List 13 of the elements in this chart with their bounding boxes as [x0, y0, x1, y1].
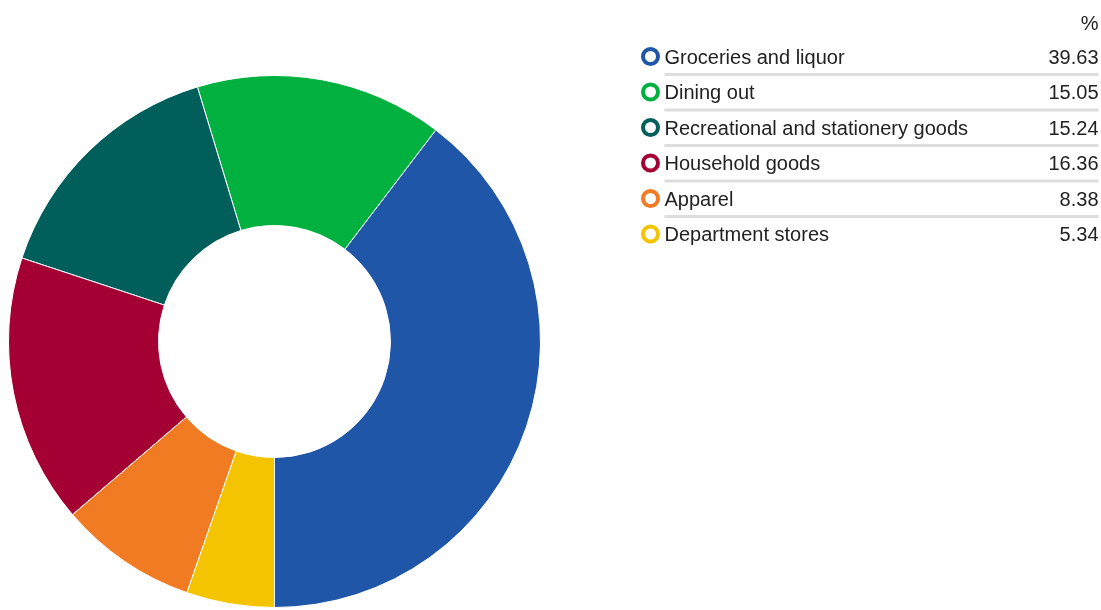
legend-label: Household goods — [664, 152, 821, 174]
legend-title: % — [1080, 11, 1099, 34]
legend-label: Dining out — [664, 81, 755, 103]
data-label: 5.34 — [1059, 223, 1099, 245]
data-label: 8.38 — [1059, 187, 1099, 210]
legend-label: Department stores — [664, 223, 830, 245]
data-label: 15.24 — [1048, 116, 1099, 139]
data-label: 39.63 — [1048, 45, 1099, 68]
data-label: 15.05 — [1048, 81, 1099, 103]
legend-label: Groceries and liquor — [664, 45, 845, 68]
legend-label: Recreational and stationery goods — [664, 116, 969, 139]
data-label: 16.36 — [1048, 152, 1099, 174]
legend-label: Apparel — [664, 187, 734, 210]
